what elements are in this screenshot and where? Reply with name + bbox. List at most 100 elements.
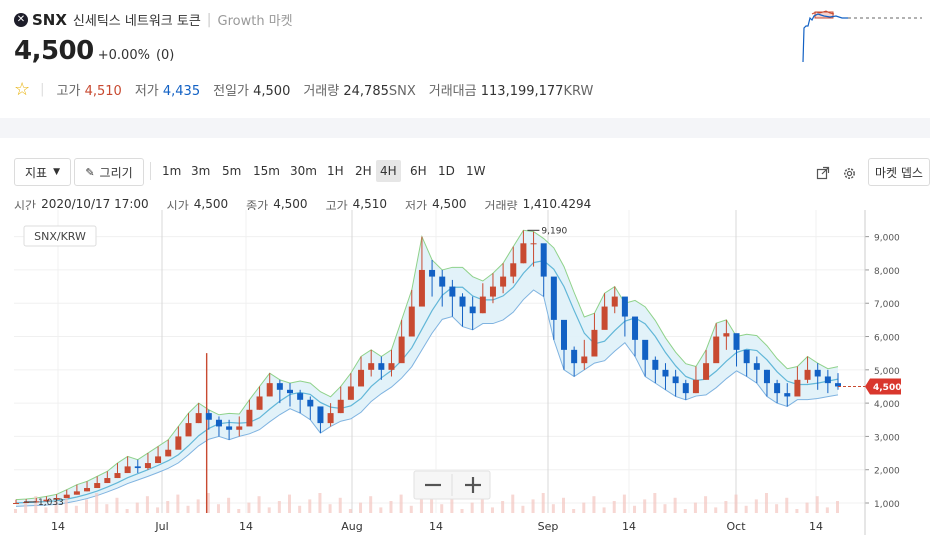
- volume-bar: [247, 502, 251, 513]
- star-icon[interactable]: ☆: [14, 79, 31, 100]
- timeframe-3m[interactable]: 3m: [191, 164, 211, 178]
- volume-bar: [622, 494, 626, 513]
- band-upper-line: [15, 229, 839, 501]
- volume-bar: [643, 499, 647, 513]
- info-open-value: 4,500: [193, 197, 229, 211]
- candle-body: [692, 379, 699, 394]
- info-vol-value: 1,410.4294: [522, 197, 592, 211]
- volume-bar: [673, 497, 677, 513]
- candle-body: [63, 494, 70, 499]
- candle-body: [540, 243, 547, 277]
- y-tick-label: 5,000: [874, 367, 900, 377]
- candle-body: [489, 286, 496, 297]
- volume-bar: [186, 505, 190, 513]
- volume-bar: [602, 507, 606, 513]
- volume-bar: [298, 505, 302, 513]
- current-price-tag: [865, 378, 901, 395]
- indicator-label: 지표: [24, 165, 48, 180]
- x-tick-label: Aug: [341, 520, 362, 533]
- draw-button[interactable]: ✎ 그리기: [74, 158, 144, 186]
- timeframe-1h[interactable]: 1H: [327, 164, 344, 178]
- volume-bar: [612, 501, 616, 513]
- volume-bar: [714, 507, 718, 513]
- info-open-label: 시가: [166, 199, 189, 213]
- y-tick-label: 3,000: [874, 433, 900, 443]
- candle-body: [418, 269, 425, 307]
- volume-bar: [562, 497, 565, 513]
- volume-bar: [419, 499, 423, 513]
- gear-icon[interactable]: [838, 162, 861, 184]
- info-close-label: 종가: [246, 199, 269, 213]
- candle-body: [652, 359, 659, 370]
- timeframe-5m[interactable]: 5m: [222, 164, 242, 178]
- candle-body: [195, 413, 202, 424]
- volume-bar: [440, 504, 444, 513]
- volume-bar: [288, 494, 291, 513]
- volume-bar: [369, 496, 373, 513]
- volume-bar: [836, 501, 839, 513]
- candle-body: [175, 436, 182, 450]
- external-link-icon[interactable]: [812, 162, 834, 184]
- volume-bar: [54, 501, 58, 513]
- volume-bar: [592, 496, 596, 513]
- y-tick-label: 4,000: [874, 400, 900, 410]
- candle-body: [317, 406, 324, 424]
- volume-bar: [216, 504, 220, 513]
- timeframe-1d[interactable]: 1D: [438, 164, 455, 178]
- change-percent: +0.00%: [97, 48, 150, 63]
- candle-body: [550, 276, 557, 320]
- info-high-value: 4,510: [352, 197, 388, 211]
- pair-label-box: [23, 225, 97, 247]
- volume-bar: [825, 507, 829, 513]
- x-tick-label: Jul: [154, 520, 168, 533]
- ohlc-info-bar: 시간 2020/10/17 17:00 시가 4,500 종가 4,500 고가 4,5…: [14, 197, 609, 214]
- caret-down-icon: ▼: [53, 167, 60, 177]
- market-depth-button[interactable]: 마켓 뎁스: [868, 158, 930, 186]
- candle-body: [784, 393, 791, 397]
- indicator-button[interactable]: 지표 ▼: [14, 158, 71, 186]
- stat-volume-unit: SNX: [388, 84, 416, 99]
- volume-bar: [582, 502, 586, 513]
- info-close-value: 4,500: [273, 197, 308, 211]
- stat-high: 고가 4,510: [57, 80, 122, 99]
- candle-body: [297, 393, 304, 400]
- stat-volume-label: 거래량: [303, 84, 340, 99]
- volume-bar: [135, 502, 139, 513]
- coin-name: 신세틱스 네트워크 토큰: [72, 14, 201, 29]
- candle-body: [723, 333, 730, 337]
- stat-prev-label: 전일가: [213, 84, 249, 99]
- stat-prev: 전일가 4,500: [213, 80, 290, 99]
- timeframe-30m[interactable]: 30m: [290, 164, 317, 178]
- volume-bar: [196, 499, 200, 513]
- candle-body: [165, 449, 172, 457]
- volume-bar: [24, 502, 28, 513]
- timeframe-1m[interactable]: 1m: [162, 164, 182, 178]
- draw-label: 그리기: [99, 165, 133, 180]
- candle-body: [753, 363, 760, 370]
- volume-bar: [430, 493, 434, 513]
- volume-bar: [785, 497, 789, 513]
- timeframe-1w[interactable]: 1W: [466, 164, 486, 178]
- coin-symbol: SNX: [32, 10, 67, 29]
- volume-bar: [490, 507, 494, 513]
- timeframe-6h[interactable]: 6H: [410, 164, 427, 178]
- candle-body: [774, 383, 781, 394]
- timeframe-2h[interactable]: 2H: [355, 164, 372, 178]
- candle-body: [763, 369, 770, 384]
- bollinger-band: [16, 230, 838, 507]
- toolbar-divider: [150, 162, 151, 180]
- candle-body: [408, 306, 415, 337]
- volume-bar: [805, 502, 809, 513]
- price-row: 4,500 +0.00% (0): [14, 36, 174, 66]
- candle-body: [347, 386, 354, 400]
- candle-body: [743, 349, 750, 364]
- volume-bar: [237, 509, 241, 513]
- volume-bar: [328, 504, 332, 513]
- x-tick-label: Oct: [726, 520, 746, 533]
- timeframe-4h[interactable]: 4H: [376, 160, 401, 182]
- volume-bar: [501, 501, 505, 513]
- timeframe-15m[interactable]: 15m: [253, 164, 280, 178]
- volume-bar: [450, 497, 454, 513]
- price-chart[interactable]: 1,000 2,000 3,000 4,000 5,000 6,000 7,000 8,000…: [0, 208, 930, 538]
- candle-body: [713, 336, 720, 364]
